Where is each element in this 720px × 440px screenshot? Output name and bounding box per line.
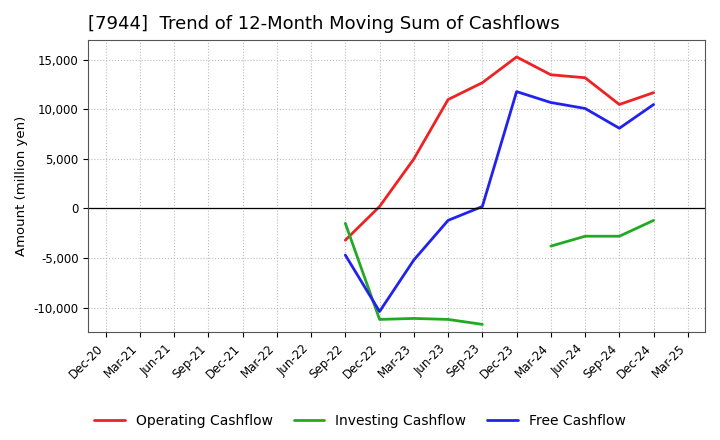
- Operating Cashflow: [581, 75, 590, 81]
- Operating Cashflow: [375, 204, 384, 209]
- Line: Operating Cashflow: Operating Cashflow: [346, 57, 654, 240]
- Free Cashflow: [375, 309, 384, 314]
- Legend: Operating Cashflow, Investing Cashflow, Free Cashflow: Operating Cashflow, Investing Cashflow, …: [89, 408, 631, 433]
- Y-axis label: Amount (million yen): Amount (million yen): [15, 116, 28, 257]
- Free Cashflow: [546, 100, 555, 105]
- Free Cashflow: [410, 257, 418, 263]
- Free Cashflow: [615, 126, 624, 131]
- Investing Cashflow: [341, 221, 350, 226]
- Free Cashflow: [478, 204, 487, 209]
- Line: Free Cashflow: Free Cashflow: [346, 92, 654, 312]
- Operating Cashflow: [649, 90, 658, 95]
- Operating Cashflow: [444, 97, 452, 102]
- Operating Cashflow: [546, 72, 555, 77]
- Free Cashflow: [341, 253, 350, 258]
- Operating Cashflow: [478, 80, 487, 85]
- Operating Cashflow: [512, 54, 521, 59]
- Free Cashflow: [444, 218, 452, 223]
- Operating Cashflow: [341, 238, 350, 243]
- Free Cashflow: [512, 89, 521, 94]
- Investing Cashflow: [375, 317, 384, 322]
- Text: [7944]  Trend of 12-Month Moving Sum of Cashflows: [7944] Trend of 12-Month Moving Sum of C…: [89, 15, 560, 33]
- Investing Cashflow: [478, 322, 487, 327]
- Investing Cashflow: [444, 317, 452, 322]
- Line: Investing Cashflow: Investing Cashflow: [346, 224, 482, 324]
- Free Cashflow: [581, 106, 590, 111]
- Operating Cashflow: [615, 102, 624, 107]
- Investing Cashflow: [410, 316, 418, 321]
- Operating Cashflow: [410, 156, 418, 161]
- Free Cashflow: [649, 102, 658, 107]
